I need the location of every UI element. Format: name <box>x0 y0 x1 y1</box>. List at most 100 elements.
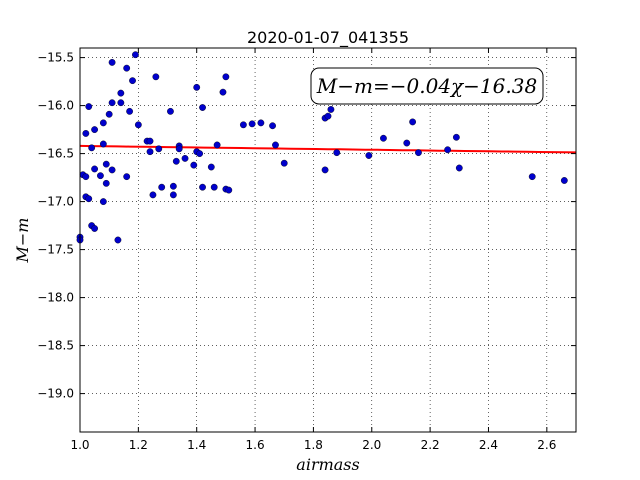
data-point <box>149 191 157 199</box>
data-point <box>333 149 341 157</box>
data-point <box>415 149 422 157</box>
x-tick-label: 1.2 <box>129 438 148 452</box>
data-point <box>117 99 125 107</box>
data-point <box>99 140 107 148</box>
data-point <box>82 130 90 137</box>
x-tick-label: 1.8 <box>304 438 323 452</box>
data-point <box>123 64 131 72</box>
y-axis-label: M−m <box>13 218 32 264</box>
data-point <box>452 133 460 141</box>
chart-title: 2020-01-07_041355 <box>247 28 409 48</box>
data-point <box>213 141 221 149</box>
x-tick-label: 1.0 <box>70 438 89 452</box>
fit-equation-box: M−m=−0.04χ−16.38 <box>310 67 544 105</box>
data-point <box>117 89 125 97</box>
data-point <box>193 83 201 91</box>
data-point <box>108 166 116 174</box>
data-point <box>97 172 104 180</box>
data-point <box>167 107 174 115</box>
data-point <box>91 165 98 173</box>
data-point <box>199 104 206 111</box>
y-tick-label: −16.0 <box>37 99 74 113</box>
grid <box>79 48 576 432</box>
data-point <box>99 119 107 127</box>
data-point <box>102 179 110 187</box>
data-point <box>327 106 335 113</box>
data-point <box>239 121 247 129</box>
y-axis-ticks: −15.5 −16.0 −16.5 −17.0 −17.5 −18.0 −18.5 −19.0 <box>37 51 576 401</box>
data-point <box>88 144 96 152</box>
x-axis-label: airmass <box>296 455 359 474</box>
data-point <box>280 159 288 167</box>
data-point <box>123 173 131 181</box>
data-point <box>380 134 387 142</box>
y-tick-label: −18.0 <box>37 291 74 305</box>
data-point <box>126 107 134 115</box>
data-point <box>219 88 227 96</box>
data-point <box>272 141 279 149</box>
data-point <box>269 122 276 130</box>
data-point <box>560 177 568 184</box>
data-point <box>108 99 116 107</box>
y-tick-label: −15.5 <box>37 51 74 65</box>
data-point <box>528 173 536 181</box>
data-point <box>324 112 332 120</box>
x-tick-label: 2.6 <box>537 438 556 452</box>
fit-line <box>79 144 577 154</box>
y-tick-label: −17.0 <box>37 195 74 209</box>
data-point <box>172 157 180 165</box>
data-point <box>105 110 113 118</box>
y-tick-label: −18.5 <box>37 339 74 353</box>
data-point <box>102 160 110 168</box>
data-point <box>169 182 177 190</box>
data-point <box>152 73 160 81</box>
y-tick-label: −17.5 <box>37 243 74 257</box>
data-point <box>199 183 206 191</box>
x-tick-label: 2.2 <box>421 438 440 452</box>
data-point <box>321 166 329 174</box>
data-point <box>225 186 233 194</box>
fit-line-group <box>79 144 577 154</box>
data-point <box>169 191 177 199</box>
data-point <box>91 225 98 232</box>
data-point <box>146 148 154 156</box>
x-tick-label: 1.4 <box>187 438 206 452</box>
data-point <box>455 164 463 172</box>
data-point <box>85 195 93 203</box>
data-point <box>85 103 93 110</box>
x-tick-label: 1.6 <box>246 438 265 452</box>
data-point <box>99 198 107 206</box>
fit-equation: M−m=−0.04χ−16.38 <box>316 74 537 98</box>
data-point <box>155 145 163 153</box>
data-point <box>132 51 139 59</box>
plot-frame <box>79 47 577 433</box>
x-axis-ticks: 1.0 1.2 1.4 1.6 1.8 2.0 2.2 2.4 2.6 <box>70 48 556 452</box>
y-tick-label: −16.5 <box>37 147 74 161</box>
data-point <box>91 126 98 134</box>
data-point <box>82 173 90 181</box>
data-point <box>134 121 142 129</box>
data-point <box>207 163 215 171</box>
data-point <box>114 236 122 244</box>
data-point <box>196 150 204 158</box>
data-point <box>222 73 230 81</box>
data-point <box>129 77 136 85</box>
y-tick-label: −19.0 <box>37 387 74 401</box>
data-point <box>248 120 256 128</box>
data-points <box>76 51 568 244</box>
data-point <box>181 154 189 162</box>
data-point <box>409 118 417 126</box>
x-tick-label: 2.0 <box>362 438 381 452</box>
data-point <box>365 152 373 159</box>
x-tick-label: 2.4 <box>479 438 498 452</box>
data-point <box>190 161 198 169</box>
data-point <box>175 145 183 153</box>
data-point <box>257 119 265 127</box>
data-point <box>108 59 116 66</box>
data-point <box>158 183 166 191</box>
data-point <box>210 183 218 191</box>
data-point <box>146 137 154 145</box>
data-point <box>403 139 411 147</box>
data-point <box>444 146 452 154</box>
